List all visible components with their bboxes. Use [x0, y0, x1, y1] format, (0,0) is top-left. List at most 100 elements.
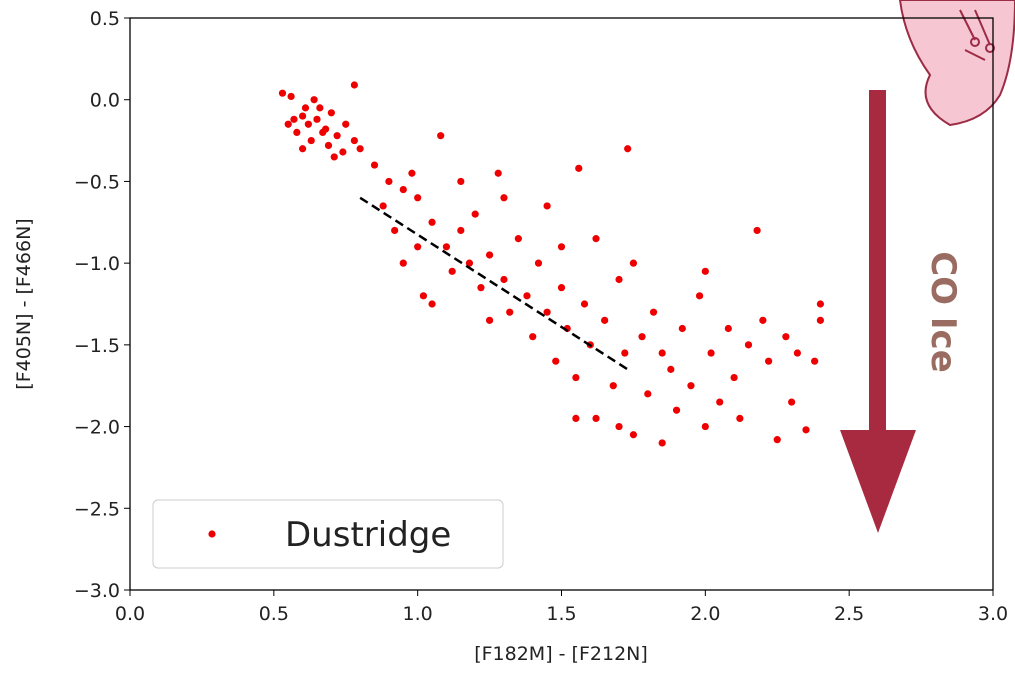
scatter-point	[793, 349, 801, 357]
scatter-point	[667, 365, 675, 373]
scatter-point	[299, 112, 307, 120]
scatter-point	[629, 431, 638, 439]
scatter-point	[552, 357, 560, 365]
x-axis-label: [F182M] - [F212N]	[474, 643, 648, 665]
scatter-point	[802, 426, 810, 434]
scatter-point	[477, 284, 485, 292]
scatter-point	[523, 292, 531, 300]
fit-line	[359, 196, 629, 371]
scatter-point	[744, 341, 753, 349]
scatter-point	[736, 414, 744, 422]
scatter-point	[701, 422, 709, 431]
scatter-point	[330, 153, 338, 161]
scatter-point	[290, 115, 298, 123]
y-tick-label: −1.0	[74, 253, 120, 275]
scatter-point	[385, 177, 393, 186]
annotation-arrow	[840, 90, 916, 533]
x-tick-label: 2.5	[834, 603, 864, 625]
scatter-point	[601, 316, 609, 324]
scatter-point	[414, 194, 422, 202]
scatter-point	[592, 235, 600, 243]
scatter-point	[333, 132, 341, 140]
scatter-point	[609, 382, 617, 390]
scatter-point	[500, 194, 508, 202]
scatter-point	[339, 148, 347, 156]
scatter-point	[658, 349, 666, 357]
x-tick-label: 1.0	[403, 603, 433, 625]
x-tick-label: 1.5	[546, 603, 576, 625]
scatter-point	[457, 177, 465, 186]
scatter-point	[730, 373, 738, 382]
scatter-point	[759, 316, 767, 324]
scatter-point	[310, 96, 318, 104]
y-tick-label: −2.5	[74, 498, 120, 520]
y-tick-label: 0.0	[90, 90, 120, 112]
scatter-point	[419, 292, 428, 300]
scatter-point	[506, 308, 514, 316]
scatter-point	[687, 382, 695, 390]
scatter-point	[529, 333, 537, 341]
scatter-point	[356, 145, 364, 153]
scatter-point	[765, 357, 773, 365]
scatter-point	[629, 259, 638, 267]
scatter-point	[557, 284, 566, 292]
scatter-point	[319, 128, 327, 136]
scatter-point	[408, 169, 416, 177]
scatter-point	[313, 115, 321, 123]
scatter-point	[753, 226, 761, 235]
scatter-point	[316, 104, 324, 112]
scatter-point	[307, 136, 315, 145]
scatter-point	[514, 235, 522, 243]
scatter-point	[716, 398, 724, 406]
y-tick-label: −2.0	[74, 417, 120, 439]
scatter-point	[428, 218, 436, 226]
scatter-point	[350, 81, 358, 89]
scatter-point	[284, 120, 292, 128]
scatter-point	[615, 422, 623, 431]
scatter-point	[543, 308, 551, 316]
scatter-point	[342, 120, 350, 128]
x-tick-label: 0.0	[115, 603, 145, 625]
scatter-point	[457, 226, 465, 235]
x-tick-label: 3.0	[978, 603, 1008, 625]
scatter-point	[649, 308, 658, 316]
scatter-point	[534, 259, 543, 267]
scatter-point	[543, 202, 551, 210]
scatter-point	[672, 406, 681, 414]
scatter-point	[816, 300, 825, 308]
scatter-point	[644, 390, 652, 398]
scatter-point	[391, 226, 399, 235]
x-tick-label: 2.0	[690, 603, 720, 625]
scatter-point	[575, 164, 583, 172]
scatter-point	[324, 141, 333, 150]
scatter-point	[782, 333, 790, 341]
scatter-point	[299, 145, 307, 153]
scatter-point	[580, 300, 589, 308]
y-tick-label: 0.5	[90, 8, 120, 30]
scatter-point	[701, 267, 709, 275]
scatter-point	[287, 92, 295, 101]
y-tick-label: −0.5	[74, 171, 120, 193]
scatter-point	[399, 259, 407, 267]
y-tick-label: −1.5	[74, 335, 120, 357]
scatter-point	[370, 161, 379, 169]
scatter-point	[557, 243, 566, 251]
scatter-point	[638, 333, 646, 341]
scatter-point	[448, 267, 456, 275]
y-axis-label: [F405N] - [F466N]	[13, 218, 35, 389]
scatter-point	[350, 136, 358, 145]
scatter-point	[437, 132, 445, 140]
scatter-point	[304, 120, 312, 128]
scatter-point	[494, 169, 502, 177]
scatter-point	[788, 398, 796, 406]
scatter-point	[816, 316, 825, 324]
legend-box	[152, 499, 504, 569]
scatter-point	[624, 145, 632, 153]
scatter-point	[678, 324, 686, 333]
scatter-point	[621, 349, 629, 357]
x-tick-label: 0.5	[259, 603, 289, 625]
scatter-point	[811, 357, 819, 365]
scatter-point	[485, 316, 494, 324]
